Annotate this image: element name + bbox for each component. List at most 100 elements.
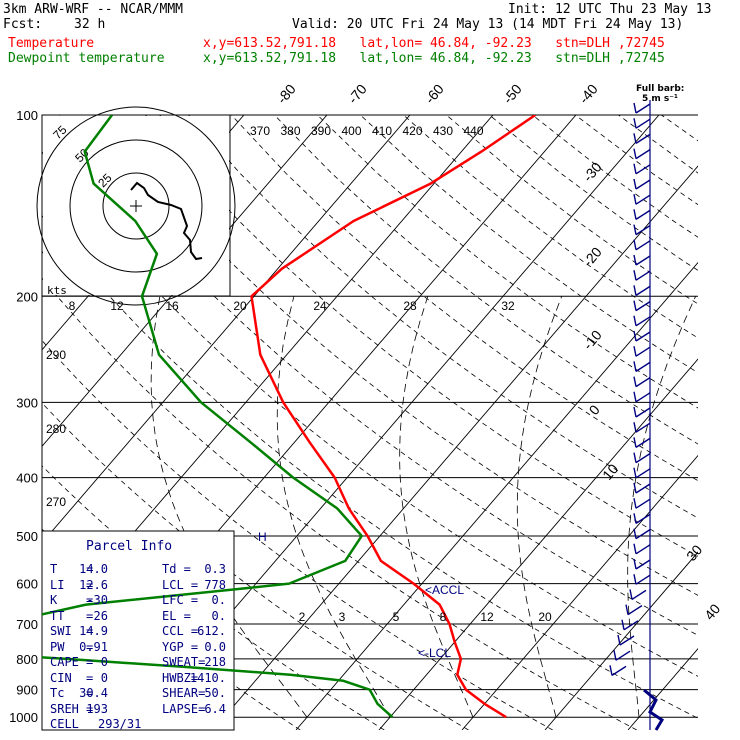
wind-barb xyxy=(633,330,637,342)
parcel-param-label: TT xyxy=(50,608,65,623)
location-temperature: x,y=613.52,791.18 lat,lon= 46.84, -92.23… xyxy=(203,36,665,51)
wind-barb xyxy=(633,346,637,357)
parcel-info-row: SREH 193 LAPSE= 6.4 = xyxy=(50,702,232,717)
pressure-tick-label: 300 xyxy=(16,395,38,410)
parcel-param-label: SWI xyxy=(50,624,72,638)
wind-barb xyxy=(635,179,651,190)
dry-adiabat-line xyxy=(42,339,553,730)
wind-barb xyxy=(633,467,637,478)
moist-adiabat-line xyxy=(722,296,740,717)
moist-adiabat-line xyxy=(276,296,391,718)
wind-barb xyxy=(635,559,651,570)
isotherm-line xyxy=(212,165,698,730)
model-title: 3km ARW-WRF -- NCAR/MMM xyxy=(3,2,184,17)
parcel-equals-sign: = xyxy=(86,624,94,638)
annotation-label: <ACCL xyxy=(425,583,464,597)
isotherm-label: -40 xyxy=(576,81,601,107)
parcel-equals-sign: = xyxy=(86,562,94,576)
isotherm-label: -80 xyxy=(274,81,299,107)
wind-barb xyxy=(635,377,651,388)
dry-adiabat-label: 280 xyxy=(46,422,66,436)
wind-barb xyxy=(633,315,637,326)
parcel-param-label: CAPE xyxy=(50,655,79,669)
wind-barb xyxy=(633,133,637,144)
parcel-param-label: CCL = xyxy=(162,624,199,638)
forecast-label: Fcst: xyxy=(3,17,43,32)
isotherm-label: -20 xyxy=(580,244,605,270)
barb-legend-value: 5 m s⁻¹ xyxy=(642,94,678,104)
pressure-tick-label: 200 xyxy=(16,289,38,304)
parcel-info-title: Parcel Info xyxy=(86,539,173,554)
wind-barb xyxy=(635,255,651,266)
wind-barb xyxy=(635,453,651,464)
wind-barb xyxy=(633,558,637,570)
parcel-param-value: 778 xyxy=(204,577,226,592)
mixing-ratio-upper-label: 24 xyxy=(313,299,327,313)
wind-barb xyxy=(633,285,637,296)
wind-barb xyxy=(617,634,621,646)
wind-barb xyxy=(633,437,637,448)
wind-barb xyxy=(635,331,651,342)
wind-barb xyxy=(633,528,637,539)
isotherm-label: -70 xyxy=(345,81,370,107)
parcel-param-value: 0 xyxy=(100,655,108,669)
dry-adiabat-line xyxy=(532,115,698,238)
wind-barb xyxy=(635,498,651,509)
wind-barb xyxy=(635,361,651,372)
dry-adiabat-line xyxy=(42,402,469,730)
parcel-param-label: YGP = xyxy=(162,639,199,654)
barb-legend-title: Full barb: xyxy=(636,84,685,94)
hodograph-ring xyxy=(69,139,203,273)
isotherm-line xyxy=(461,454,698,730)
mixing-ratio-upper-label: 8 xyxy=(69,299,76,313)
theta-e-label: 380 xyxy=(280,124,300,138)
parcel-info-row: K -30 LFC = 0. = xyxy=(50,593,232,608)
parcel-param-label: SREH xyxy=(50,701,79,716)
wind-barb xyxy=(609,665,613,676)
wind-barb xyxy=(635,574,651,585)
dry-adiabat-line xyxy=(661,115,698,142)
wind-barb xyxy=(633,239,637,250)
parcel-info-row: TT 26 EL = 0. = xyxy=(50,609,232,624)
parcel-info-row: T 14.0 Td = 0.3 = xyxy=(50,562,232,577)
forecast-hour: 32 h xyxy=(74,17,106,32)
barb-legend: Full barb: 5 m s⁻¹ xyxy=(636,84,684,104)
isotherm-label: -60 xyxy=(422,81,447,107)
dry-adiabat-line xyxy=(42,277,637,730)
wind-barb xyxy=(635,133,651,144)
wind-barb xyxy=(635,422,651,433)
parcel-param-value: 14.9 xyxy=(79,624,108,638)
dry-adiabat-label: 290 xyxy=(46,348,66,362)
isotherm-label: 40 xyxy=(701,601,723,623)
wind-barb xyxy=(633,148,637,159)
pressure-tick-label: 900 xyxy=(16,683,38,698)
wind-barb xyxy=(633,178,637,190)
parcel-equals-sign: = xyxy=(86,701,94,716)
wind-barb xyxy=(635,285,651,296)
wind-barb xyxy=(631,589,647,600)
parcel-param-label: Tc xyxy=(50,686,65,700)
parcel-info-row: CELL 293/31 xyxy=(50,717,232,732)
parcel-param-label: LAPSE= xyxy=(162,701,206,716)
wind-barb xyxy=(611,665,627,676)
wind-barb xyxy=(633,102,637,114)
parcel-param-value: 14.0 xyxy=(79,562,108,576)
wind-barb xyxy=(635,407,651,418)
wind-barb xyxy=(633,391,637,402)
wind-barb xyxy=(621,619,625,630)
wind-barb xyxy=(623,620,639,631)
mixing-ratio-upper-label: 16 xyxy=(165,299,179,313)
parcel-param-value: 12.6 xyxy=(79,577,108,592)
parcel-param-label: SWEAT= xyxy=(162,655,206,669)
parcel-info-row: PW 0.91 YGP = 0.0 = xyxy=(50,640,232,655)
wind-barb xyxy=(635,437,651,448)
wind-barb xyxy=(633,406,637,418)
parcel-info-row: SWI 14.9 CCL = 612. = xyxy=(50,624,232,639)
dry-adiabat-line xyxy=(59,115,698,636)
wind-barb xyxy=(635,483,651,494)
parcel-param-value: 218 xyxy=(204,655,226,669)
isotherm-line xyxy=(544,551,698,730)
theta-e-label: 420 xyxy=(402,124,422,138)
parcel-equals-sign: = xyxy=(86,655,94,669)
